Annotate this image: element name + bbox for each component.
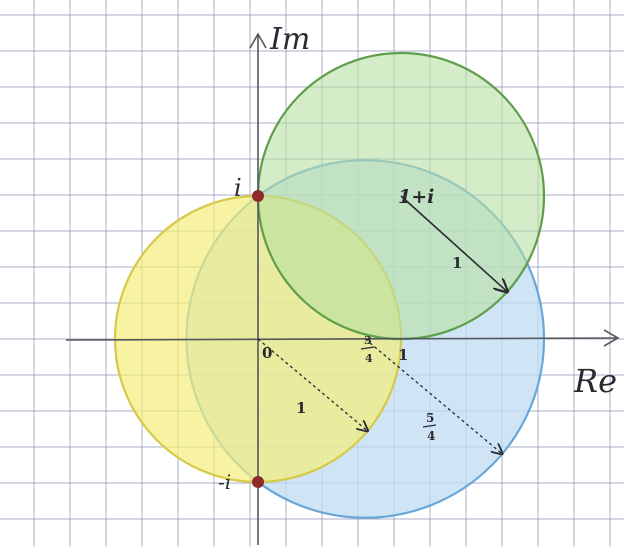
blue-radius-label-denominator: 4 bbox=[427, 429, 435, 443]
tick-label-three-quarters-denominator: 4 bbox=[365, 352, 373, 365]
real-axis-label: Re bbox=[573, 362, 617, 400]
tick-label-three-quarters-fraction-bar bbox=[360, 346, 375, 350]
real-axis bbox=[65, 337, 619, 341]
point-i bbox=[252, 190, 264, 202]
point-i-label: i bbox=[234, 174, 242, 202]
blue-radius-label-numerator: 5 bbox=[426, 411, 434, 425]
yellow-radius-label: 1 bbox=[296, 399, 306, 417]
green-radius-label: 1 bbox=[452, 254, 462, 272]
imaginary-axis-label: Im bbox=[269, 22, 310, 57]
point-minus-i-label: -i bbox=[218, 470, 231, 494]
green-center-label: 1+i bbox=[398, 186, 434, 208]
tick-label-one: 1 bbox=[398, 346, 408, 364]
tick-label-zero: 0 bbox=[262, 344, 272, 362]
point-minus-i bbox=[252, 476, 264, 488]
real-axis-arrow-icon bbox=[603, 329, 620, 347]
imaginary-axis-arrow-icon bbox=[249, 32, 267, 49]
tick-label-three-quarters-numerator: 3 bbox=[364, 334, 372, 347]
radius-arrow-green bbox=[400, 195, 507, 292]
blue-radius-label-fraction-bar bbox=[422, 424, 437, 428]
